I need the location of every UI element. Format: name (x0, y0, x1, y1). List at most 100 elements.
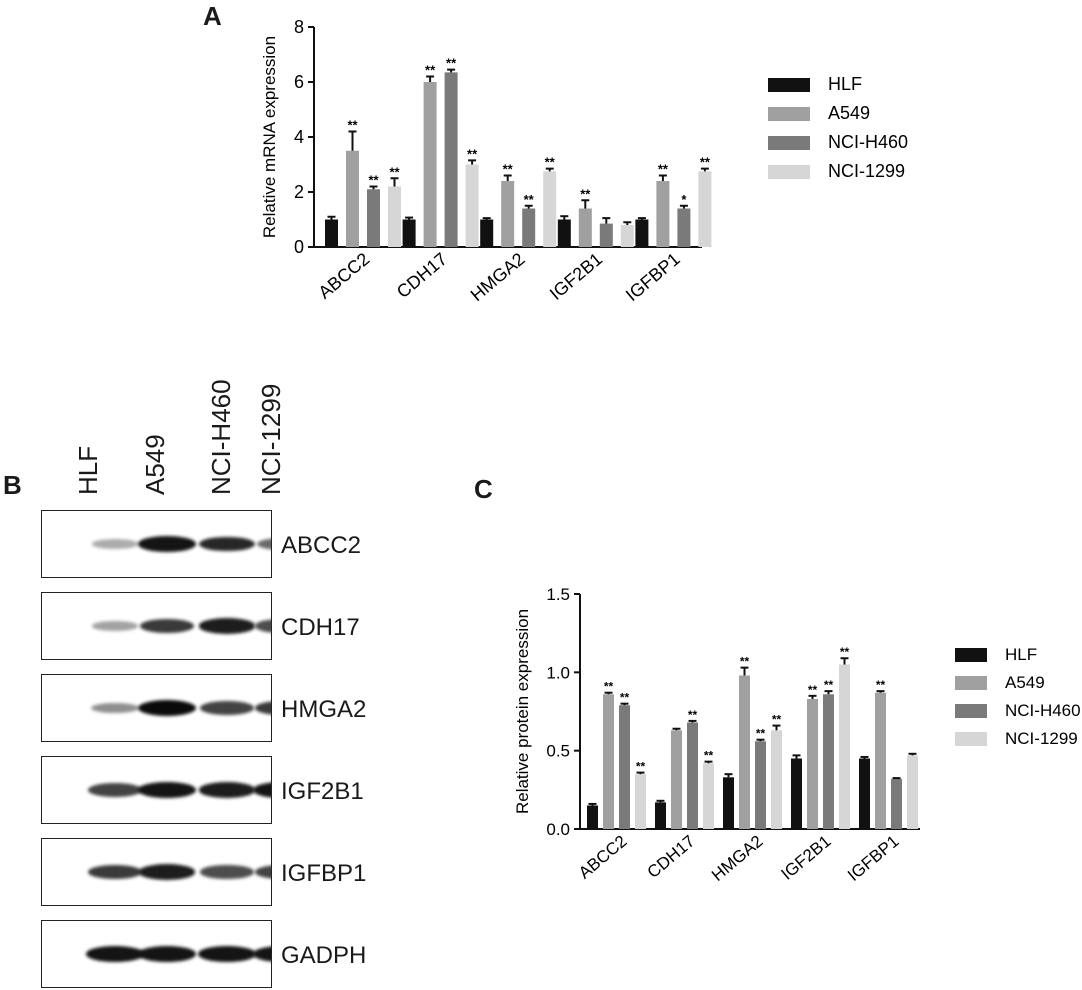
significance-label: ** (740, 655, 750, 669)
legend-label: A549 (1005, 673, 1045, 692)
legend-label: NCI-1299 (1005, 729, 1078, 748)
significance-label: ** (580, 186, 591, 201)
bar (723, 777, 734, 829)
y-tick-label: 4 (294, 127, 304, 147)
y-tick-label: 6 (294, 72, 304, 92)
legend-swatch (955, 676, 987, 690)
significance-label: ** (620, 691, 630, 705)
legend-swatch (955, 704, 987, 718)
bar (823, 694, 834, 829)
significance-label: ** (503, 162, 514, 177)
bar (557, 219, 571, 247)
blot-protein-label: IGFBP1 (281, 860, 367, 887)
significance-label: ** (700, 155, 711, 170)
legend-swatch (768, 136, 810, 150)
bar (677, 208, 691, 247)
bar (444, 72, 458, 247)
blot-band (200, 865, 254, 879)
blot-row (41, 510, 272, 578)
blot-band (138, 946, 196, 962)
significance-label: ** (808, 683, 818, 697)
bar (687, 722, 698, 829)
bar (578, 208, 592, 247)
legend-swatch (768, 165, 810, 179)
category-label: ABCC2 (315, 249, 374, 303)
bar (635, 219, 649, 247)
panel-letter-a: A (203, 1, 222, 31)
y-tick-label: 1.5 (546, 585, 570, 604)
bar (755, 741, 766, 829)
bar (388, 186, 401, 247)
bar (907, 755, 918, 829)
significance-label: ** (425, 63, 436, 78)
y-tick-label: 0 (294, 237, 304, 257)
category-label: IGF2B1 (777, 832, 834, 884)
blot-band (87, 865, 143, 879)
blot-band (253, 782, 271, 798)
y-axis-label: Relative protein expression (513, 609, 532, 814)
blot-band (254, 701, 271, 715)
significance-label: ** (636, 760, 646, 774)
blot-row (41, 674, 272, 742)
bar (367, 189, 380, 247)
bar (656, 181, 670, 247)
bar (671, 730, 682, 829)
bar (587, 805, 598, 829)
bar (859, 758, 870, 829)
blot-band (200, 701, 254, 715)
panel-letter-c: C (474, 474, 493, 504)
panel-letter-b: B (3, 470, 22, 500)
bar (839, 664, 850, 829)
blot-band (138, 700, 196, 716)
bar (620, 225, 634, 247)
bar (703, 763, 714, 829)
bar (698, 171, 712, 247)
significance-label: ** (446, 56, 457, 71)
blot-band (253, 946, 271, 962)
blot-band (198, 782, 256, 798)
lane-label: A549 (140, 434, 170, 495)
blot-protein-label: ABCC2 (281, 532, 362, 559)
blot-band (138, 536, 196, 552)
category-label: HMGA2 (708, 832, 767, 885)
blot-band (138, 782, 196, 798)
legend-swatch (768, 78, 810, 92)
category-label: IGFBP1 (844, 832, 903, 885)
significance-label: ** (524, 192, 535, 207)
bar (635, 774, 646, 829)
blot-row (41, 838, 272, 906)
category-label: IGF2B1 (546, 249, 606, 304)
bar (603, 694, 614, 829)
blot-band (255, 619, 271, 633)
bar (875, 692, 886, 829)
significance-label: ** (876, 678, 886, 692)
bar (599, 223, 613, 247)
category-label: CDH17 (644, 832, 699, 882)
blot-band (139, 619, 195, 633)
legend-label: NCI-H460 (1005, 701, 1081, 720)
blot-band (91, 539, 139, 549)
lane-label: HLF (73, 445, 103, 495)
significance-label: ** (772, 713, 782, 727)
bar (346, 150, 359, 247)
category-label: IGFBP1 (622, 249, 684, 305)
category-label: HMGA2 (467, 249, 529, 305)
legend-swatch (955, 648, 987, 662)
y-tick-label: 1.0 (546, 663, 570, 682)
significance-label: * (681, 192, 687, 207)
blot-band (90, 702, 140, 714)
legend-swatch (955, 732, 987, 746)
blot-protein-label: IGF2B1 (281, 778, 364, 805)
significance-label: ** (368, 173, 379, 188)
significance-label: ** (840, 645, 850, 659)
bar (465, 164, 479, 247)
bar (619, 705, 630, 829)
blot-band (198, 618, 256, 634)
lane-label: NCI-1299 (256, 383, 286, 495)
category-label: ABCC2 (575, 832, 631, 883)
y-axis-label: Relative mRNA expression (260, 36, 279, 238)
legend-label: NCI-1299 (828, 161, 905, 181)
significance-label: ** (347, 118, 358, 133)
bar (807, 698, 818, 829)
y-tick-label: 2 (294, 182, 304, 202)
